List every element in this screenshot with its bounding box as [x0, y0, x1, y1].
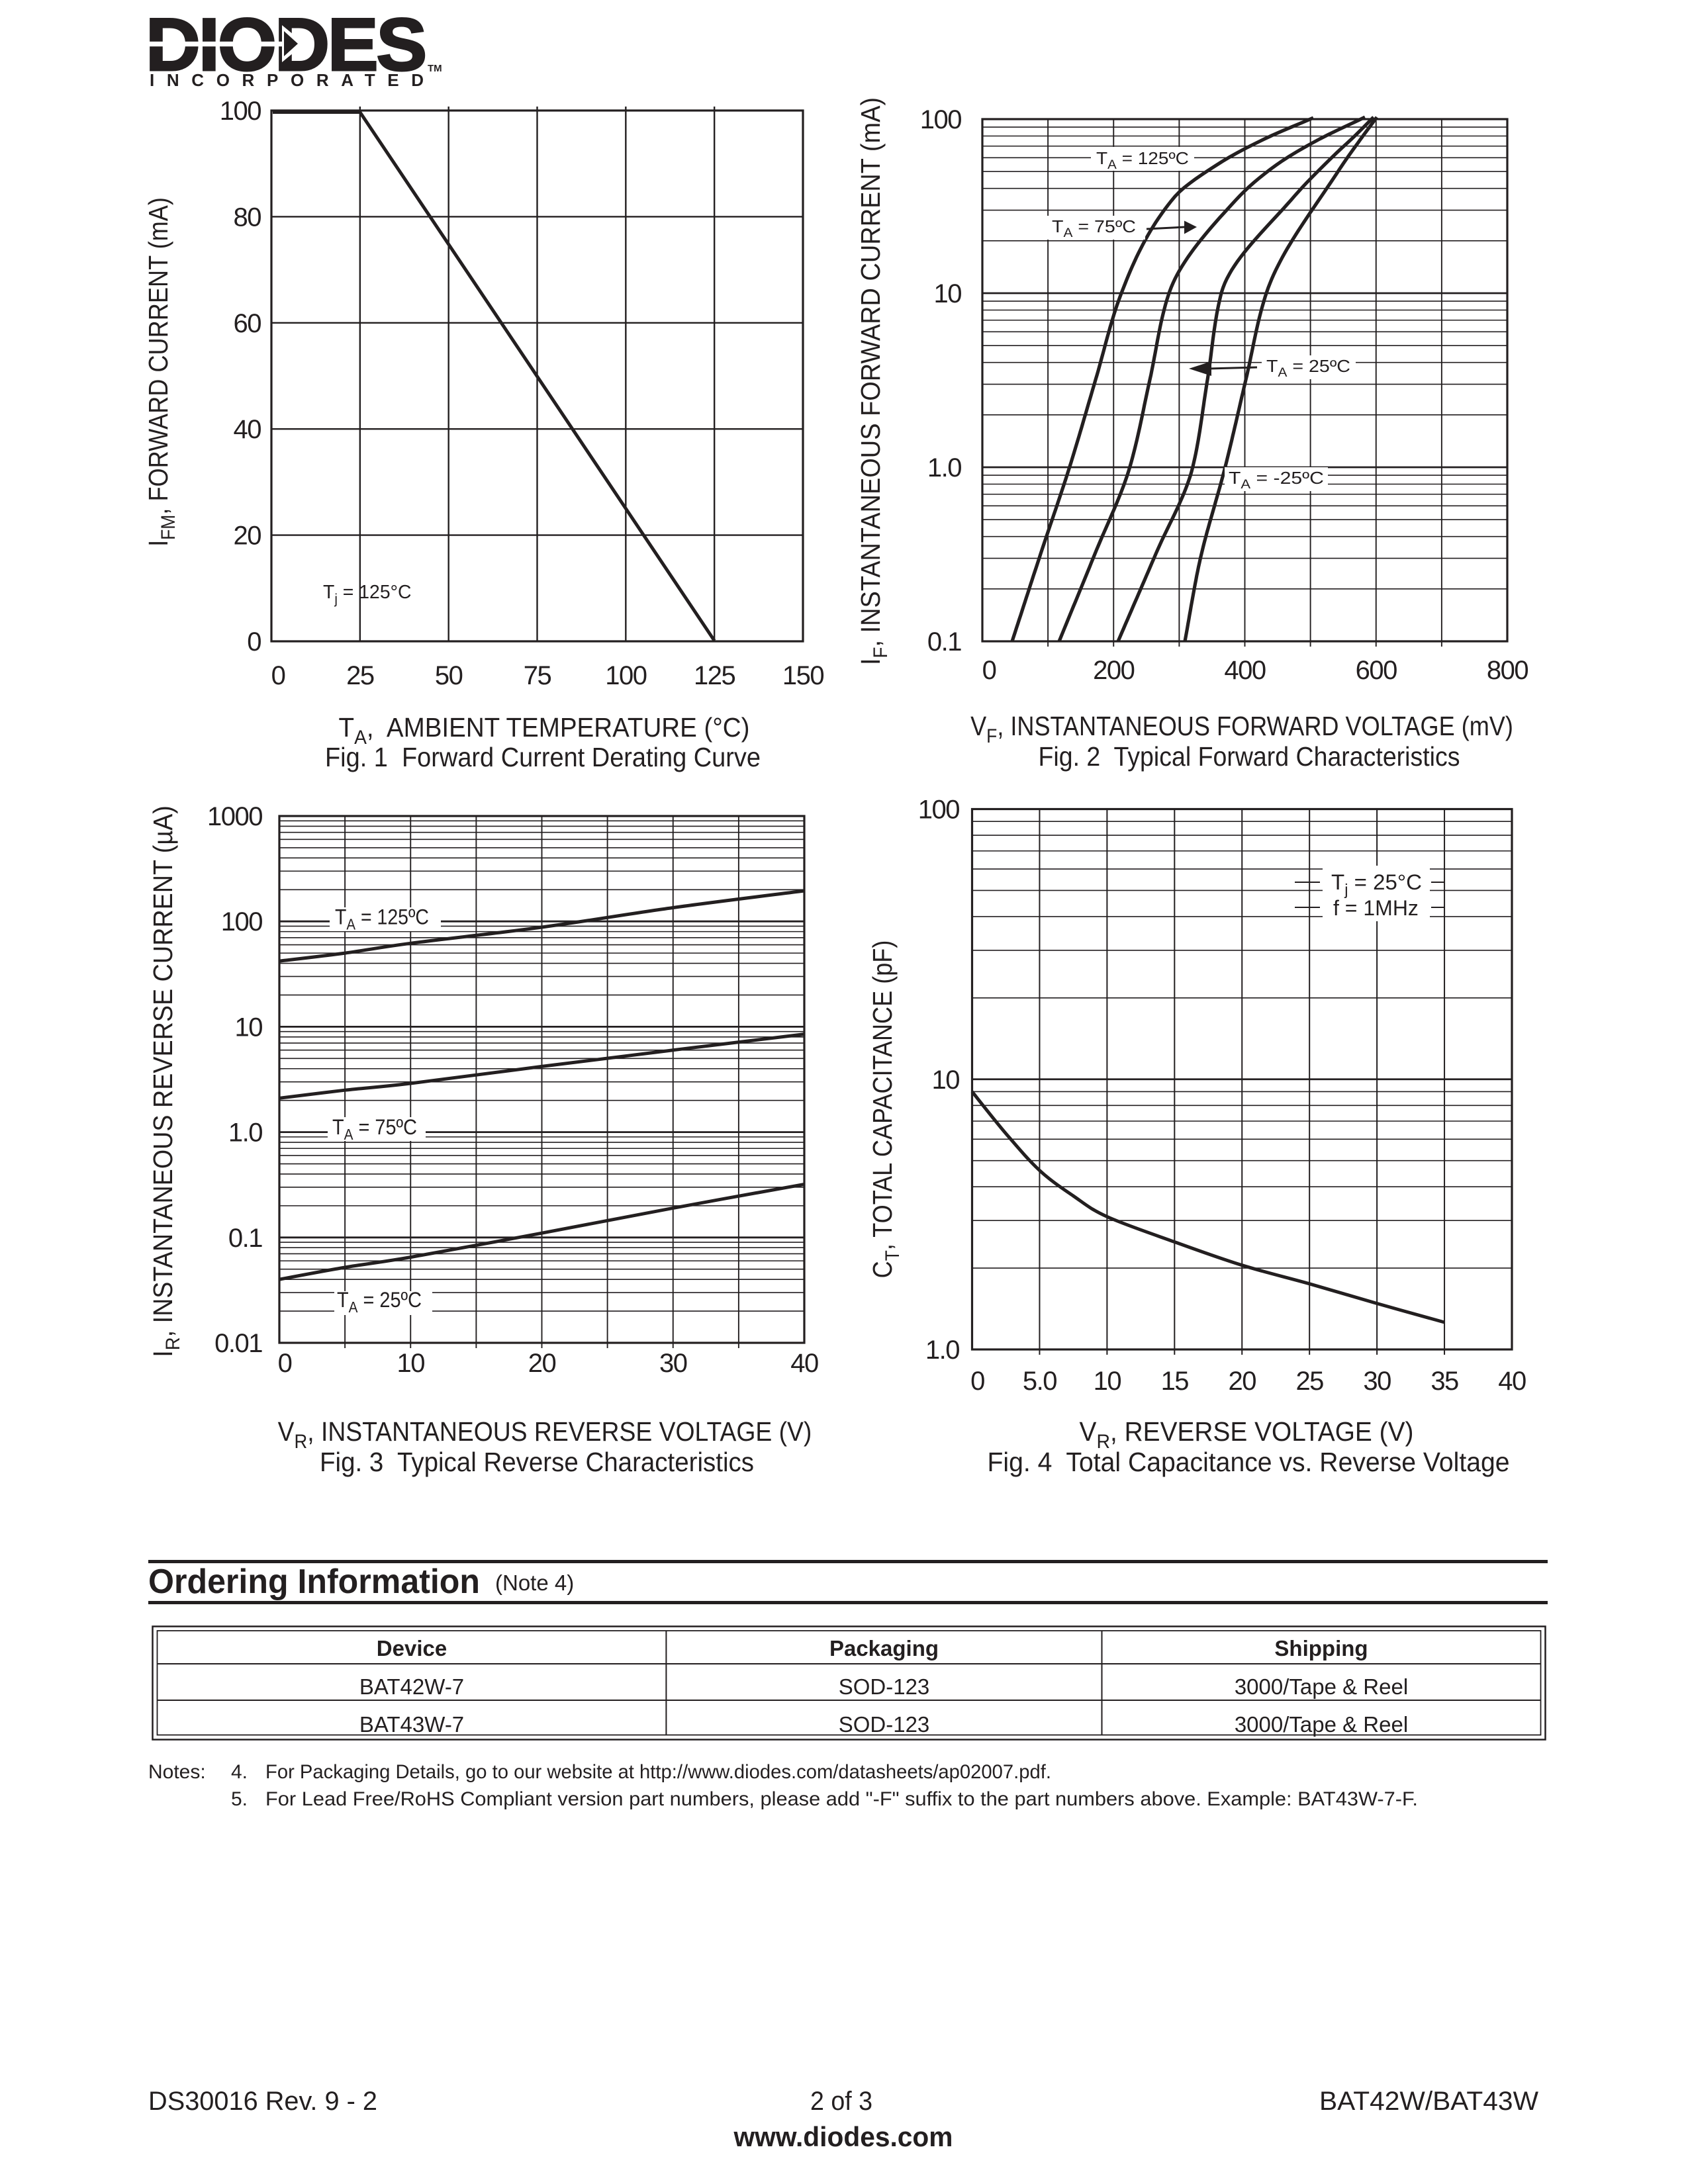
svg-text:400: 400: [1224, 656, 1265, 685]
svg-text:VF, INSTANTANEOUS FORWARD VOLT: VF, INSTANTANEOUS FORWARD VOLTAGE (mV): [970, 711, 1513, 747]
svg-text:IFM, FORWARD CURRENT (mA): IFM, FORWARD CURRENT (mA): [144, 197, 179, 547]
svg-text:20: 20: [528, 1349, 556, 1378]
svg-text:BAT42W-7: BAT42W-7: [359, 1674, 464, 1699]
svg-text:25: 25: [1295, 1367, 1323, 1396]
svg-text:100: 100: [605, 661, 646, 690]
svg-text:Fig. 4 Total Capacitance vs.: Fig. 4 Total Capacitance vs. Reverse Vol…: [988, 1447, 1510, 1477]
svg-text:Fig. 3 Typical Reverse Charac: Fig. 3 Typical Reverse Characteristics: [320, 1447, 754, 1477]
svg-text:100: 100: [221, 907, 262, 936]
svg-text:www.diodes.com: www.diodes.com: [733, 2121, 953, 2152]
svg-text:0: 0: [278, 1349, 292, 1378]
svg-text:200: 200: [1093, 656, 1134, 685]
svg-text:5.0: 5.0: [1023, 1367, 1056, 1396]
svg-text:Tj = 125°C: Tj = 125°C: [323, 582, 411, 607]
svg-text:60: 60: [234, 309, 261, 338]
svg-text:80: 80: [234, 203, 261, 232]
svg-text:For Lead Free/RoHS Compliant v: For Lead Free/RoHS Compliant version par…: [265, 1788, 1418, 1810]
svg-text:2 of 3: 2 of 3: [810, 2087, 872, 2116]
svg-text:10: 10: [932, 1066, 960, 1095]
svg-text:15: 15: [1161, 1367, 1189, 1396]
svg-text:30: 30: [1363, 1367, 1391, 1396]
svg-text:IR, INSTANTANEOUS REVERSE CURR: IR, INSTANTANEOUS REVERSE CURRENT (µA): [148, 805, 185, 1357]
svg-text:125: 125: [694, 661, 735, 690]
svg-text:10: 10: [934, 279, 962, 308]
svg-text:1.0: 1.0: [228, 1118, 262, 1148]
svg-text:75: 75: [524, 661, 551, 690]
svg-text:40: 40: [1498, 1367, 1526, 1396]
svg-text:TA, AMBIENT TEMPERATURE (°C): TA, AMBIENT TEMPERATURE (°C): [339, 713, 750, 749]
svg-text:Device: Device: [377, 1636, 447, 1661]
svg-text:10: 10: [397, 1349, 425, 1378]
svg-text:3000/Tape & Reel: 3000/Tape & Reel: [1235, 1712, 1408, 1737]
svg-text:f = 1MHz: f = 1MHz: [1333, 896, 1419, 920]
svg-text:10: 10: [235, 1013, 263, 1042]
svg-text:For Packaging Details, go to o: For Packaging Details, go to our website…: [265, 1761, 1051, 1783]
svg-text:5.: 5.: [231, 1788, 248, 1810]
svg-text:0.01: 0.01: [214, 1329, 262, 1358]
svg-text:1.0: 1.0: [925, 1336, 959, 1365]
svg-text:CT, TOTAL CAPACITANCE (pF): CT, TOTAL CAPACITANCE (pF): [868, 940, 903, 1279]
svg-text:TA = 125ºC: TA = 125ºC: [335, 906, 429, 933]
svg-text:3000/Tape & Reel: 3000/Tape & Reel: [1235, 1674, 1408, 1699]
svg-text:DS30016 Rev. 9 - 2: DS30016 Rev. 9 - 2: [148, 2087, 377, 2116]
svg-text:25: 25: [346, 661, 374, 690]
svg-text:0: 0: [247, 627, 261, 657]
svg-text:4.: 4.: [231, 1761, 248, 1783]
svg-text:40: 40: [790, 1349, 818, 1378]
svg-text:10: 10: [1094, 1367, 1121, 1396]
svg-text:20: 20: [1229, 1367, 1256, 1396]
svg-text:40: 40: [234, 415, 261, 444]
svg-text:BAT42W/BAT43W: BAT42W/BAT43W: [1319, 2087, 1538, 2116]
svg-text:1000: 1000: [207, 802, 262, 831]
svg-text:IF, INSTANTANEOUS FORWARD CURR: IF, INSTANTANEOUS FORWARD CURRENT (mA): [856, 97, 892, 665]
svg-text:35: 35: [1430, 1367, 1458, 1396]
svg-text:0: 0: [271, 661, 285, 690]
svg-text:SOD-123: SOD-123: [839, 1674, 930, 1699]
svg-text:Packaging: Packaging: [829, 1636, 939, 1661]
svg-text:30: 30: [659, 1349, 687, 1378]
svg-text:100: 100: [920, 105, 961, 134]
svg-text:0.1: 0.1: [927, 627, 961, 657]
svg-text:0: 0: [982, 656, 996, 685]
svg-text:TM: TM: [428, 63, 442, 74]
svg-text:20: 20: [234, 522, 261, 551]
svg-text:600: 600: [1356, 656, 1397, 685]
svg-text:Fig. 2 Typical Forward Charac: Fig. 2 Typical Forward Characteristics: [1039, 741, 1460, 772]
svg-text:(Note 4): (Note 4): [495, 1570, 574, 1595]
svg-text:SOD-123: SOD-123: [839, 1712, 930, 1737]
svg-text:Notes:: Notes:: [148, 1761, 206, 1783]
svg-text:VR, INSTANTANEOUS REVERSE VOLT: VR, INSTANTANEOUS REVERSE VOLTAGE (V): [278, 1417, 812, 1453]
svg-text:Shipping: Shipping: [1274, 1636, 1368, 1661]
svg-text:800: 800: [1487, 656, 1528, 685]
svg-text:VR, REVERSE VOLTAGE (V): VR, REVERSE VOLTAGE (V): [1080, 1417, 1414, 1453]
svg-text:0.1: 0.1: [228, 1224, 262, 1253]
svg-text:0: 0: [970, 1367, 984, 1396]
svg-text:100: 100: [220, 97, 261, 126]
svg-text:150: 150: [782, 661, 823, 690]
svg-text:100: 100: [918, 796, 959, 825]
svg-text:1.0: 1.0: [927, 453, 961, 482]
svg-text:50: 50: [435, 661, 463, 690]
svg-text:Fig. 1 Forward Current Derati: Fig. 1 Forward Current Derating Curve: [325, 742, 761, 772]
svg-text:Ordering Information: Ordering Information: [148, 1563, 480, 1601]
svg-text:BAT43W-7: BAT43W-7: [359, 1712, 464, 1737]
